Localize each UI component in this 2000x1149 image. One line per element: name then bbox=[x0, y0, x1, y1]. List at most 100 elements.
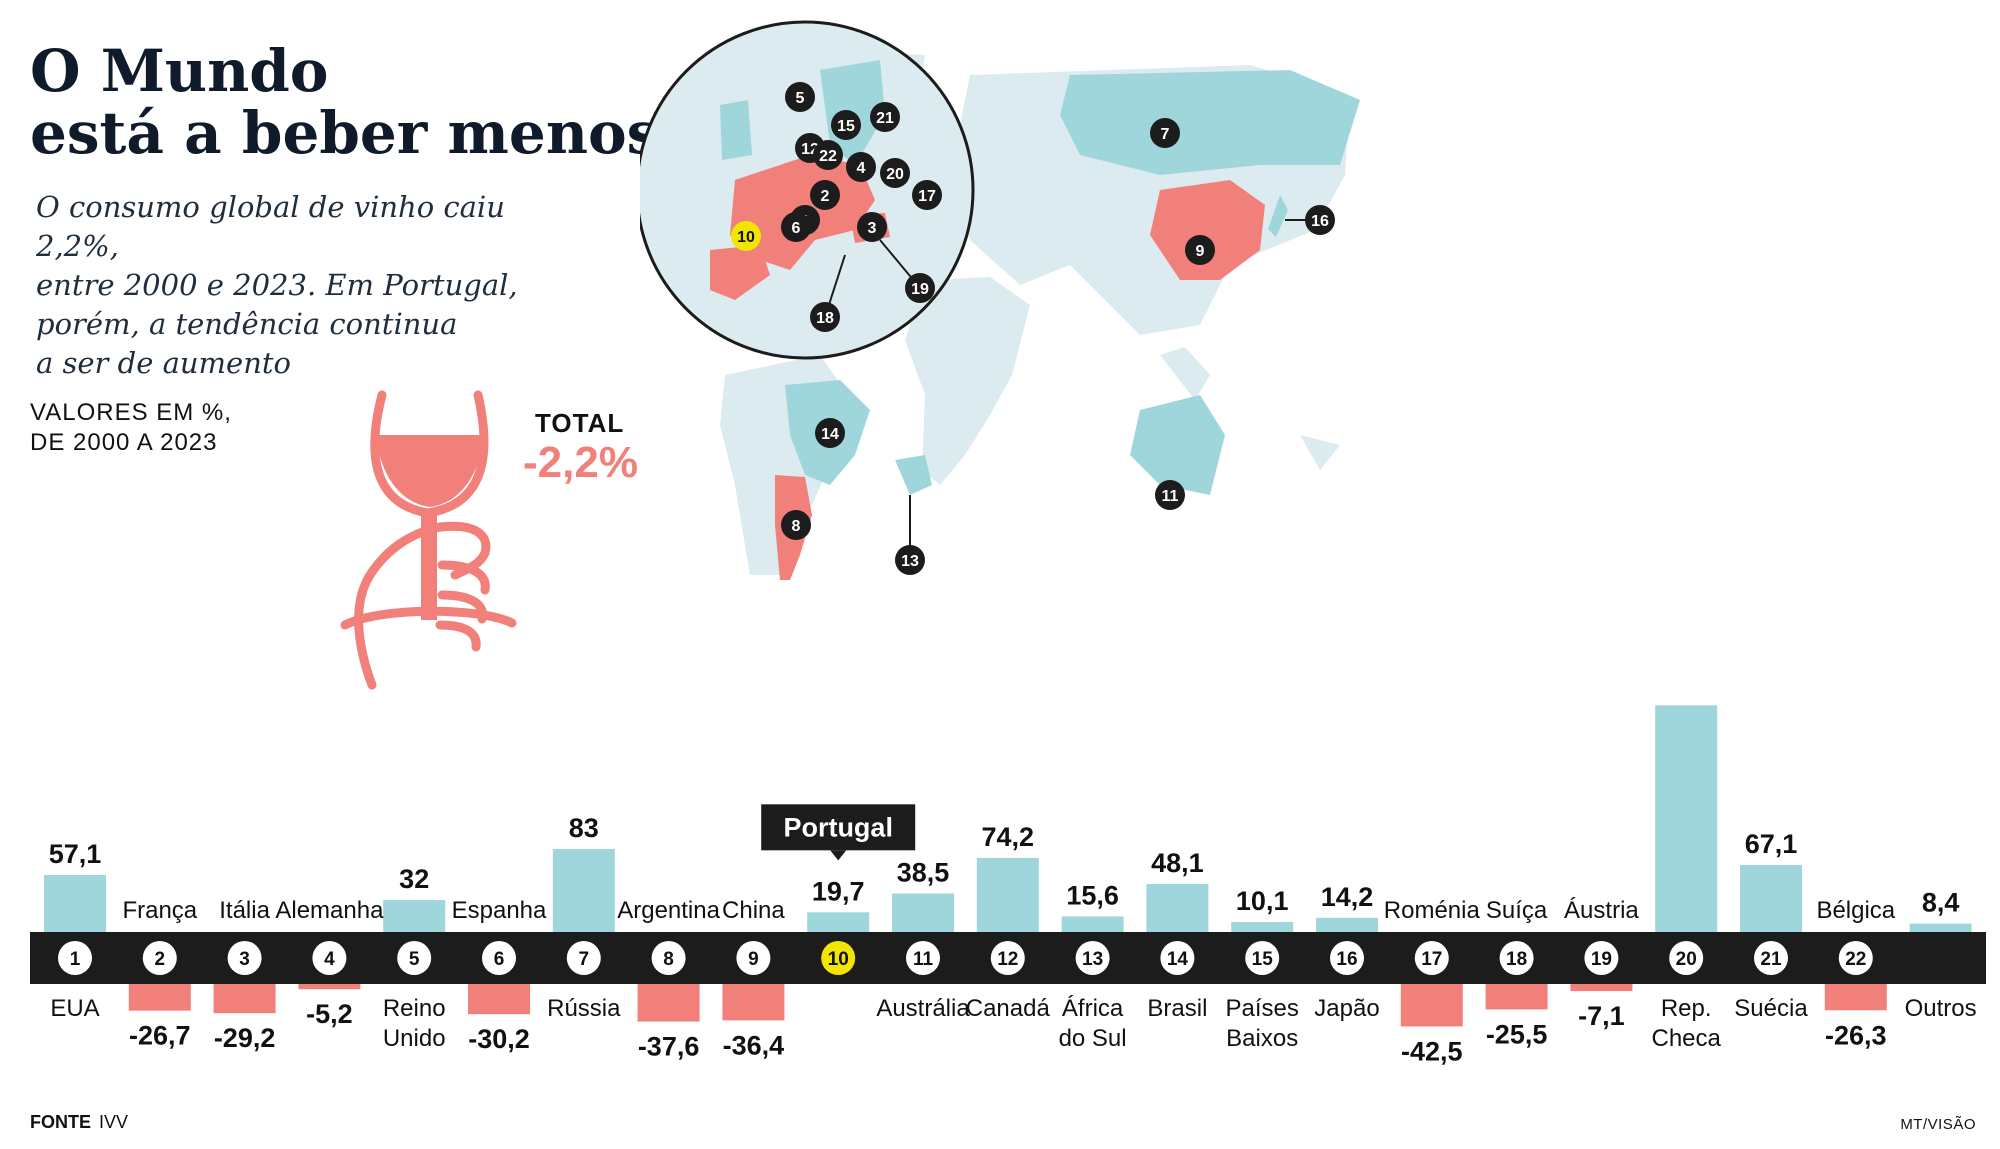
map-marker-7 bbox=[1150, 118, 1180, 148]
category-label-23-line-1: Outros bbox=[1905, 995, 1977, 1022]
value-label-23: 8,4 bbox=[1922, 888, 1960, 918]
bar-7 bbox=[552, 849, 615, 932]
bar-21 bbox=[1740, 864, 1802, 932]
number-label-8: 8 bbox=[663, 949, 674, 970]
map-marker-label-8: 8 bbox=[792, 518, 801, 535]
number-circle-4 bbox=[312, 941, 347, 975]
category-label-4-line-1: Alemanha bbox=[275, 897, 384, 924]
category-label-18-line-1: Suíça bbox=[1486, 897, 1548, 924]
number-circle-2 bbox=[142, 941, 177, 975]
number-label-21: 21 bbox=[1760, 949, 1782, 970]
category-label-2-line-1: França bbox=[122, 897, 197, 924]
value-label-10: 19,7 bbox=[812, 876, 865, 906]
chart-title: O Mundo está a beber menos bbox=[30, 40, 659, 164]
number-label-4: 4 bbox=[324, 949, 335, 970]
map-marker-9 bbox=[1185, 235, 1215, 265]
category-label-5-line-2: Unido bbox=[383, 1025, 446, 1052]
source-label: FONTE bbox=[30, 1112, 91, 1132]
map-marker-label-21: 21 bbox=[876, 110, 894, 127]
map-marker-8 bbox=[781, 510, 811, 540]
number-label-6: 6 bbox=[494, 949, 505, 970]
bar-19 bbox=[1570, 984, 1633, 992]
subtitle-line-1: O consumo global de vinho caiu 2,2%, bbox=[36, 190, 505, 263]
subtitle-line-2: entre 2000 e 2023. Em Portugal, bbox=[36, 268, 518, 302]
map-marker-15 bbox=[831, 110, 861, 140]
value-label-14: 48,1 bbox=[1151, 848, 1204, 878]
number-circle-18 bbox=[1499, 941, 1534, 975]
value-label-13: 15,6 bbox=[1066, 880, 1119, 910]
number-label-17: 17 bbox=[1421, 949, 1442, 970]
bar-14 bbox=[1146, 883, 1209, 932]
value-label-9: -36,4 bbox=[723, 1030, 785, 1060]
value-label-16: 14,2 bbox=[1321, 882, 1374, 912]
title-line-2: está a beber menos bbox=[30, 99, 660, 167]
map-marker-22 bbox=[813, 140, 843, 170]
bar-18 bbox=[1485, 984, 1548, 1010]
value-label-11: 38,5 bbox=[897, 858, 950, 888]
bar-6 bbox=[468, 984, 530, 1015]
units-note: VALORES EM %, DE 2000 A 2023 bbox=[30, 398, 232, 458]
category-label-13-line-1: África bbox=[1062, 995, 1124, 1022]
map-marker-13 bbox=[895, 545, 925, 575]
value-label-12: 74,2 bbox=[982, 822, 1035, 852]
map-marker-19 bbox=[905, 273, 935, 303]
category-label-19-line-1: Áustria bbox=[1564, 897, 1639, 924]
number-label-18: 18 bbox=[1506, 949, 1527, 970]
category-label-15-line-1: Países bbox=[1226, 995, 1299, 1022]
number-circle-7 bbox=[566, 941, 601, 975]
credit-note: MT/VISÃO bbox=[1900, 1116, 1976, 1133]
number-label-19: 19 bbox=[1591, 949, 1612, 970]
number-label-22: 22 bbox=[1845, 949, 1866, 970]
bar-23 bbox=[1909, 923, 1972, 932]
map-marker-5 bbox=[785, 82, 815, 112]
value-label-19: -7,1 bbox=[1578, 1001, 1625, 1031]
bar-22 bbox=[1824, 984, 1887, 1011]
map-marker-label-11: 11 bbox=[1162, 488, 1179, 505]
bar-1 bbox=[44, 874, 106, 932]
number-circle-3 bbox=[227, 941, 262, 975]
number-label-15: 15 bbox=[1252, 949, 1274, 970]
map-marker-label-15: 15 bbox=[837, 118, 855, 135]
value-label-6: -30,2 bbox=[468, 1024, 530, 1054]
number-circle-17 bbox=[1414, 941, 1449, 975]
map-marker-label-4: 4 bbox=[857, 160, 866, 177]
number-circle-14 bbox=[1160, 941, 1195, 975]
inset-uk bbox=[720, 100, 752, 160]
category-label-17-line-1: Roménia bbox=[1384, 897, 1481, 924]
value-label-3: -29,2 bbox=[214, 1023, 276, 1053]
highlight-callout-box bbox=[761, 804, 916, 851]
bar-15 bbox=[1231, 921, 1294, 932]
bar-13 bbox=[1061, 916, 1124, 932]
number-label-7: 7 bbox=[579, 949, 590, 970]
highlight-callout-label: Portugal bbox=[783, 812, 893, 842]
number-label-11: 11 bbox=[913, 949, 934, 970]
glass-wine-fill bbox=[376, 435, 484, 507]
category-label-16-line-1: Japão bbox=[1314, 995, 1379, 1022]
value-label-2: -26,7 bbox=[129, 1021, 191, 1051]
category-label-9-line-1: China bbox=[722, 897, 785, 924]
map-marker-10 bbox=[731, 221, 761, 251]
value-label-21: 67,1 bbox=[1745, 829, 1798, 859]
bar-17 bbox=[1400, 984, 1463, 1027]
category-label-20-line-1: Rep. bbox=[1661, 995, 1712, 1022]
value-label-17: -42,5 bbox=[1401, 1036, 1463, 1066]
bar-11 bbox=[892, 893, 954, 932]
subtitle-line-4: a ser de aumento bbox=[36, 346, 291, 380]
number-label-16: 16 bbox=[1336, 949, 1357, 970]
bar-8 bbox=[637, 984, 700, 1022]
map-marker-label-6: 6 bbox=[792, 220, 801, 237]
value-label-15: 10,1 bbox=[1236, 886, 1289, 916]
category-label-11-line-1: Austrália bbox=[876, 995, 970, 1022]
map-marker-label-2: 2 bbox=[821, 188, 830, 205]
category-label-3-line-1: Itália bbox=[219, 897, 270, 924]
category-label-12-line-1: Canadá bbox=[966, 995, 1051, 1022]
map-marker-label-5: 5 bbox=[796, 90, 805, 107]
number-label-12: 12 bbox=[997, 949, 1018, 970]
number-label-2: 2 bbox=[155, 949, 166, 970]
number-circle-13 bbox=[1075, 941, 1110, 975]
number-label-20: 20 bbox=[1676, 949, 1697, 970]
number-label-1: 1 bbox=[70, 949, 81, 970]
number-circle-15 bbox=[1245, 941, 1280, 975]
country-russia bbox=[1060, 70, 1360, 175]
total-label: TOTAL bbox=[535, 408, 625, 438]
